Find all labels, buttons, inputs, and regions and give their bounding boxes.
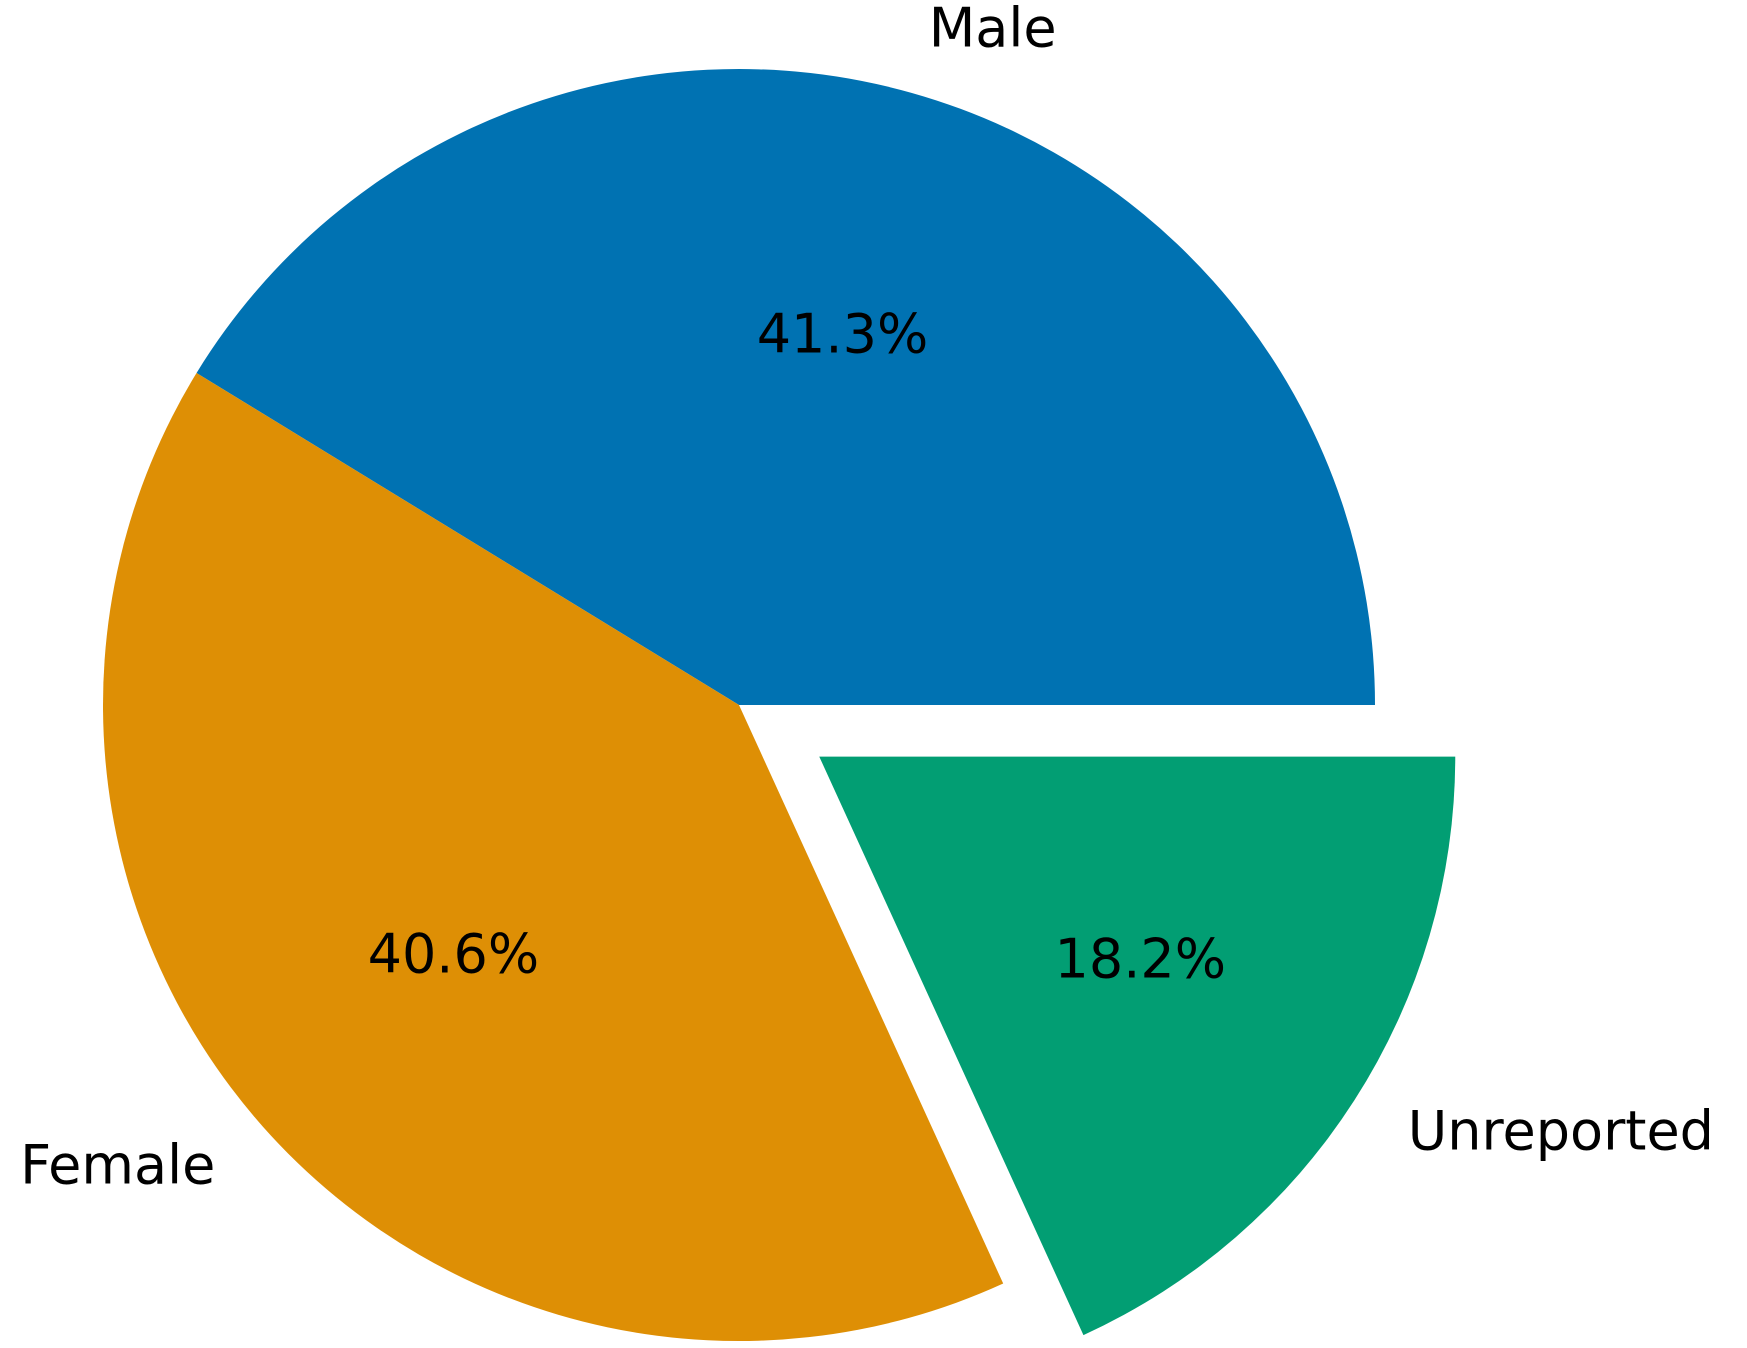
pie-slice (102, 372, 1004, 1342)
pie-slice (819, 756, 1456, 1336)
slice-label: Male (929, 0, 1057, 59)
value-label: 18.2% (1055, 928, 1227, 991)
slice-label: Unreported (1408, 1099, 1714, 1162)
slice-label: Female (20, 1134, 215, 1197)
value-label: 40.6% (368, 923, 540, 986)
value-label: 41.3% (757, 302, 929, 365)
pie-slice (196, 69, 1375, 706)
